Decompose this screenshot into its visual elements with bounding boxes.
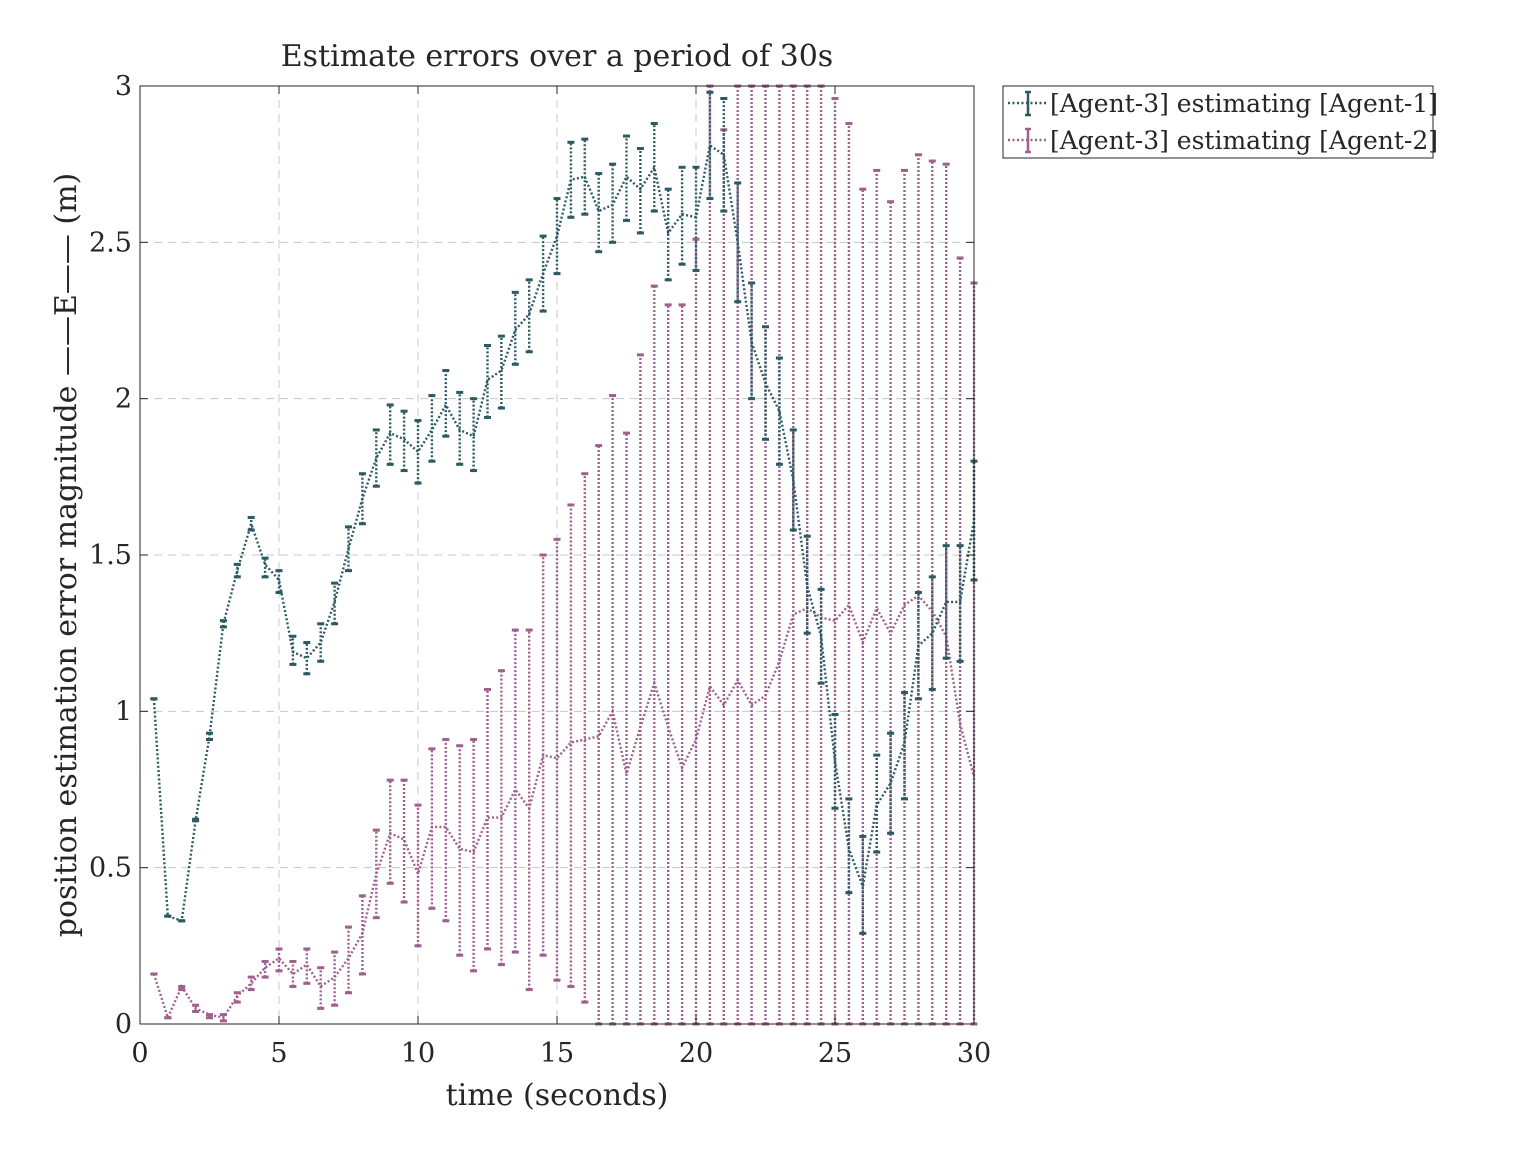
y-axis-label: position estimation error magnitude ——E—… xyxy=(49,173,84,938)
legend: [Agent-3] estimating [Agent-1] [Agent-3]… xyxy=(1002,85,1438,159)
x-tick-label: 15 xyxy=(540,1038,574,1069)
x-tick-label: 5 xyxy=(270,1038,287,1069)
x-tick-label: 30 xyxy=(957,1038,991,1069)
y-tick-label: 1 xyxy=(115,696,132,727)
y-tick-label: 2 xyxy=(115,384,132,415)
legend-box xyxy=(1002,85,1434,159)
x-axis-label: time (seconds) xyxy=(446,1078,669,1113)
y-tick-label: 0 xyxy=(115,1009,132,1040)
series-line xyxy=(152,594,976,1022)
y-tick-label: 3 xyxy=(115,71,132,102)
chart-title: Estimate errors over a period of 30s xyxy=(281,39,833,74)
ticks: 0 5 10 15 20 25 30 0 0.5 1 1.5 2 2.5 3 xyxy=(89,71,991,1069)
x-tick-label: 25 xyxy=(818,1038,852,1069)
series-1 xyxy=(150,90,978,935)
series-line xyxy=(152,143,976,923)
legend-label-agent1: [Agent-3] estimating [Agent-1] xyxy=(1050,89,1438,118)
y-tick-label: 1.5 xyxy=(89,540,132,571)
y-tick-label: 2.5 xyxy=(89,227,132,258)
x-tick-label: 0 xyxy=(131,1038,148,1069)
x-tick-label: 20 xyxy=(679,1038,713,1069)
x-tick-label: 10 xyxy=(401,1038,435,1069)
y-tick-label: 0.5 xyxy=(89,853,132,884)
legend-entry-agent2: [Agent-3] estimating [Agent-2] xyxy=(1008,126,1438,155)
legend-label-agent2: [Agent-3] estimating [Agent-2] xyxy=(1050,126,1438,155)
legend-entry-agent1: [Agent-3] estimating [Agent-1] xyxy=(1008,89,1438,118)
